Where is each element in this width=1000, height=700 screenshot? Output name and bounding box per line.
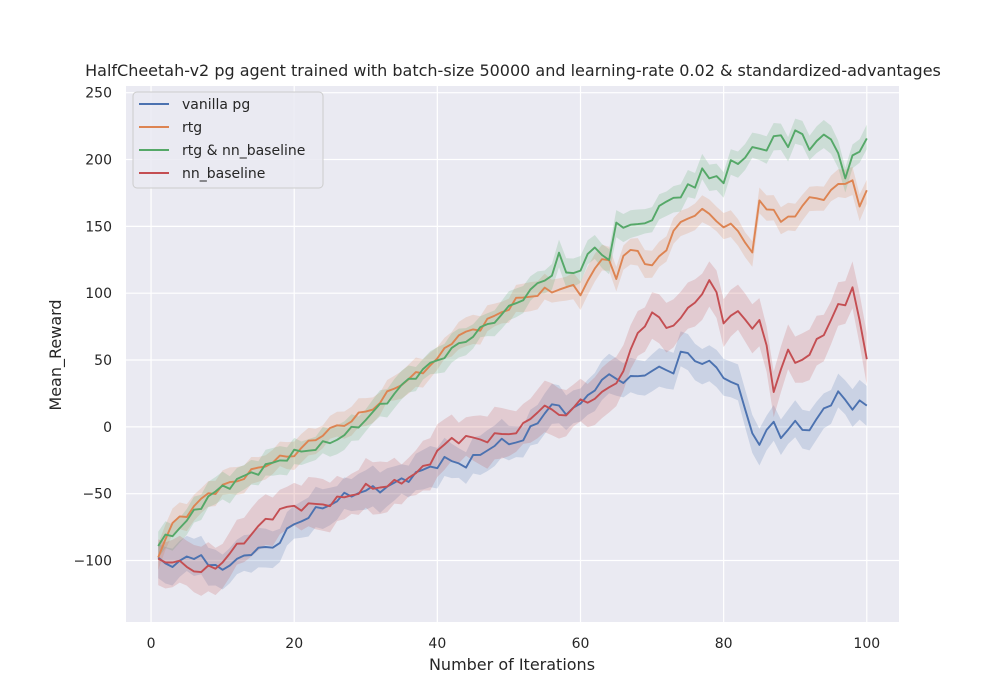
legend-label: nn_baseline bbox=[182, 166, 265, 182]
legend: vanilla pg rtg rtg & nn_baseline nn_baselin… bbox=[132, 91, 324, 189]
grid bbox=[126, 86, 899, 622]
band-rtg-nn-baseline bbox=[158, 118, 867, 558]
x-tick-label: 0 bbox=[147, 636, 156, 652]
line-rtg-nn-baseline bbox=[157, 129, 868, 547]
x-axis-label: Number of Iterations bbox=[429, 655, 595, 674]
line-vanilla-pg bbox=[157, 350, 868, 571]
y-tick-labels: −100 −50 0 50 100 150 200 250 bbox=[74, 86, 112, 570]
y-tick-label: 0 bbox=[103, 420, 112, 436]
band-vanilla-pg bbox=[158, 331, 867, 590]
x-tick-label: 100 bbox=[853, 636, 880, 652]
y-tick-label: 100 bbox=[85, 286, 112, 302]
y-tick-label: −50 bbox=[82, 487, 112, 503]
legend-label: vanilla pg bbox=[182, 97, 250, 113]
x-tick-label: 60 bbox=[572, 636, 590, 652]
chart-title: HalfCheetah-v2 pg agent trained with bat… bbox=[85, 61, 941, 80]
y-tick-label: 50 bbox=[94, 353, 112, 369]
confidence-bands bbox=[158, 118, 867, 596]
series-lines bbox=[157, 129, 868, 574]
legend-label: rtg bbox=[182, 120, 202, 136]
line-nn-baseline bbox=[157, 279, 868, 574]
x-tick-label: 80 bbox=[715, 636, 733, 652]
y-tick-label: 250 bbox=[85, 86, 112, 102]
y-tick-label: −100 bbox=[74, 554, 112, 570]
y-tick-label: 200 bbox=[85, 153, 112, 169]
band-nn-baseline bbox=[158, 261, 867, 596]
x-tick-labels: 0 20 40 60 80 100 bbox=[147, 636, 881, 652]
x-tick-label: 20 bbox=[285, 636, 303, 652]
y-axis-label: Mean_Reward bbox=[46, 299, 66, 410]
legend-label: rtg & nn_baseline bbox=[182, 143, 305, 159]
x-tick-label: 40 bbox=[428, 636, 446, 652]
band-rtg bbox=[158, 166, 867, 570]
y-tick-label: 150 bbox=[85, 219, 112, 235]
legend-box bbox=[132, 91, 324, 189]
